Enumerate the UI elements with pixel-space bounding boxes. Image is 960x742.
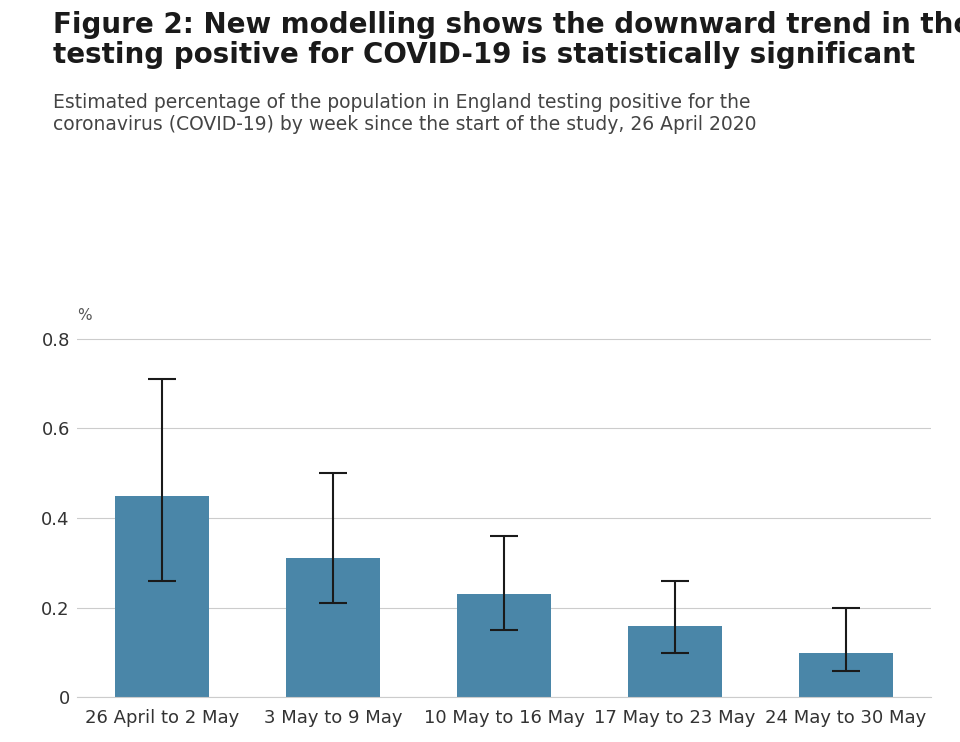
Text: coronavirus (COVID-19) by week since the start of the study, 26 April 2020: coronavirus (COVID-19) by week since the… <box>53 115 756 134</box>
Text: Estimated percentage of the population in England testing positive for the: Estimated percentage of the population i… <box>53 93 751 112</box>
Bar <box>628 626 722 697</box>
Text: %: % <box>77 308 91 323</box>
Bar <box>457 594 551 697</box>
Bar <box>115 496 209 697</box>
Text: Figure 2: New modelling shows the downward trend in those: Figure 2: New modelling shows the downwa… <box>53 11 960 39</box>
Bar <box>799 653 893 697</box>
Text: testing positive for COVID-19 is statistically significant: testing positive for COVID-19 is statist… <box>53 41 915 69</box>
Bar <box>286 559 380 697</box>
